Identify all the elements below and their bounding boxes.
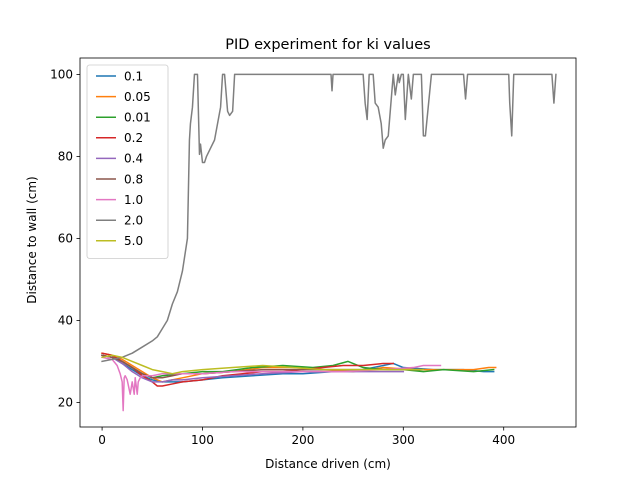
legend-label: 5.0: [124, 234, 143, 248]
legend-box: [86, 64, 169, 259]
x-tick-label: 300: [392, 433, 415, 447]
chart-title: PID experiment for ki values: [225, 37, 430, 53]
x-tick-label: 100: [191, 433, 214, 447]
legend-label: 0.1: [124, 69, 143, 83]
legend: 0.1 0.05 0.01 0.2 0.4 0.8 1.0 2.0 5.0: [86, 64, 169, 259]
x-tick-label: 0: [98, 433, 106, 447]
x-tick-label: 400: [492, 433, 515, 447]
series-line-6: [101, 356, 442, 412]
y-tick-label: 40: [58, 314, 73, 328]
y-tick-label: 20: [58, 396, 73, 410]
y-tick-label: 100: [50, 68, 73, 82]
x-axis-label: Distance driven (cm): [265, 457, 391, 471]
x-axis: 0 100 200 300 400: [98, 427, 515, 447]
legend-label: 0.8: [124, 172, 143, 186]
x-tick-label: 200: [291, 433, 314, 447]
legend-label: 1.0: [124, 193, 143, 207]
plot-frame: [79, 57, 577, 428]
legend-label: 0.4: [124, 152, 143, 166]
series-line-7: [101, 73, 557, 363]
y-tick-label: 80: [58, 150, 73, 164]
legend-label: 0.2: [124, 131, 143, 145]
legend-label: 2.0: [124, 214, 143, 228]
series-line-0: [101, 354, 495, 383]
legend-label: 0.05: [124, 90, 151, 104]
series-line-8: [101, 354, 425, 375]
y-tick-label: 60: [58, 232, 73, 246]
y-axis-label: Distance to wall (cm): [25, 176, 39, 303]
plot-area: [79, 57, 577, 428]
y-axis: 20 40 60 80 100: [50, 68, 80, 410]
series-lines: [101, 73, 557, 412]
legend-label: 0.01: [124, 111, 151, 125]
